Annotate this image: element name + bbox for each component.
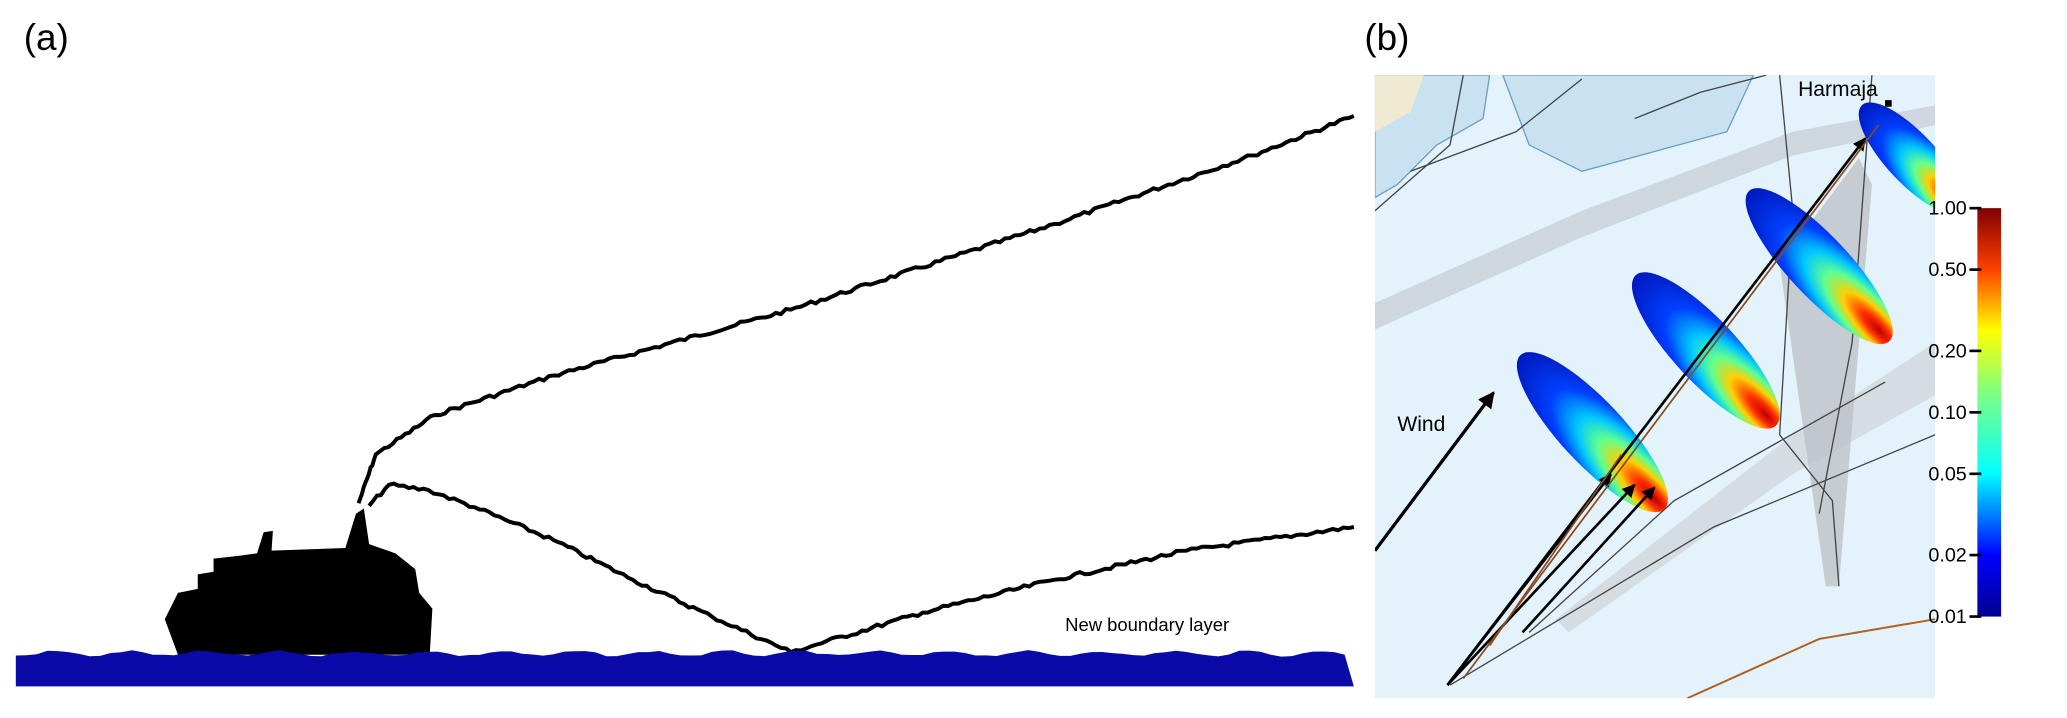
- site-marker: [1885, 100, 1892, 107]
- plume: [1631, 272, 1780, 429]
- colorbar-label: 0.50: [1928, 259, 1966, 281]
- colorbar-label: 0.05: [1928, 463, 1966, 485]
- colorbar-ticks: 1.00 0.50 0.20 0.10 0.05 0.02 0.01: [1928, 198, 1982, 628]
- land: [1374, 75, 1424, 132]
- coast: [1502, 75, 1754, 172]
- map: Wind Harmaja: [1374, 75, 1936, 699]
- plume: [1516, 352, 1668, 513]
- colorbar-label: 1.00: [1928, 198, 1966, 220]
- panel-label: (b): [1364, 17, 1409, 58]
- colorbar-label: 0.01: [1928, 606, 1966, 628]
- route-lines: [1374, 75, 1936, 686]
- colorbar-label: 0.02: [1928, 545, 1966, 567]
- plume-outline: [367, 481, 793, 654]
- plume: [1745, 188, 1893, 345]
- annotation: New boundary layer: [1065, 614, 1229, 635]
- trajectories: [1462, 124, 1880, 679]
- route-line: [1686, 618, 1936, 699]
- panel-label: (a): [24, 17, 69, 58]
- water: [15, 650, 1354, 687]
- plumes: [1516, 102, 1936, 513]
- colorbar: [1977, 208, 2002, 617]
- site-label: Harmaja: [1798, 78, 1878, 101]
- plume-outline: [356, 114, 1355, 504]
- wind-arrow: [1374, 391, 1495, 552]
- plume: [1858, 102, 1936, 214]
- plume-outline: [790, 525, 1355, 654]
- colorbar-label: 0.20: [1928, 340, 1966, 362]
- ship: [164, 508, 433, 655]
- wind-label: Wind: [1397, 413, 1445, 436]
- colorbar-label: 0.10: [1928, 402, 1966, 424]
